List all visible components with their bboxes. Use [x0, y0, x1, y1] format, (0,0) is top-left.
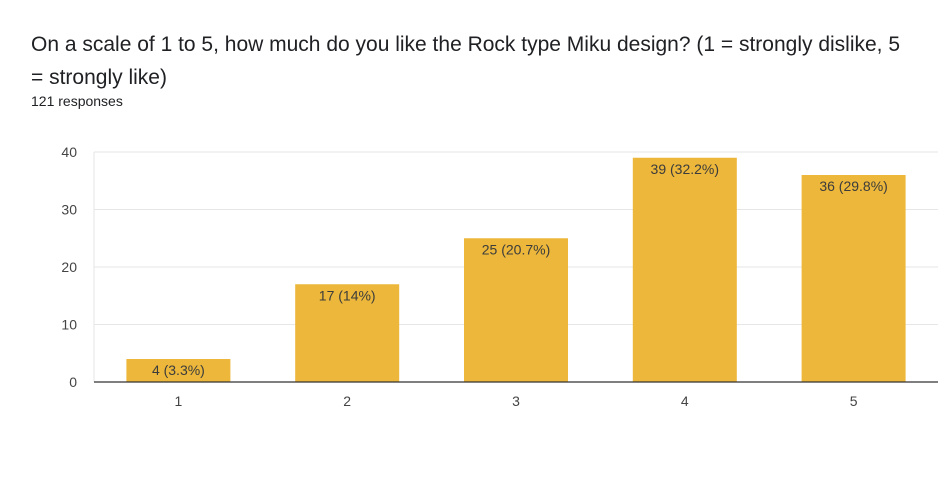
bar	[295, 284, 400, 382]
x-tick-label: 1	[175, 393, 183, 409]
bar-data-label: 25 (20.7%)	[482, 241, 550, 257]
y-tick-label: 0	[69, 374, 77, 390]
y-tick-label: 40	[61, 144, 77, 160]
bar-data-label: 4 (3.3%)	[152, 362, 205, 378]
bar	[126, 359, 231, 382]
bar-data-label: 36 (29.8%)	[819, 178, 887, 194]
bar	[464, 238, 568, 382]
bar	[632, 157, 737, 382]
bar	[801, 175, 906, 382]
bar-data-label: 39 (32.2%)	[651, 161, 719, 177]
x-tick-label: 5	[850, 393, 858, 409]
x-tick-label: 3	[512, 393, 520, 409]
y-tick-label: 30	[61, 202, 77, 218]
bar-data-label: 17 (14%)	[319, 287, 376, 303]
x-tick-label: 4	[681, 393, 689, 409]
y-tick-label: 10	[61, 317, 77, 333]
question-title: On a scale of 1 to 5, how much do you li…	[31, 33, 901, 89]
x-tick-label: 2	[343, 393, 351, 409]
response-count: 121 responses	[31, 93, 123, 109]
y-tick-label: 20	[61, 259, 77, 275]
